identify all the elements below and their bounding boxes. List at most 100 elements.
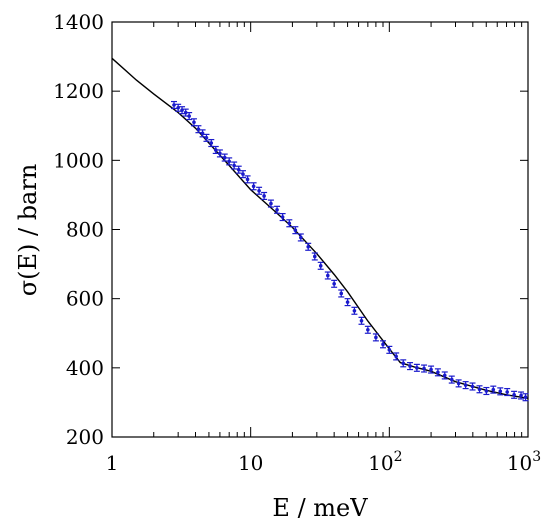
point-marker	[192, 120, 196, 125]
data-point	[358, 316, 365, 325]
data-point	[203, 133, 210, 142]
point-marker	[275, 207, 279, 212]
data-point	[256, 186, 263, 195]
data-point	[235, 165, 242, 174]
data-point	[274, 205, 281, 214]
data-point	[331, 279, 338, 288]
plot-frame	[111, 21, 529, 438]
point-marker	[280, 215, 285, 219]
data-point	[338, 289, 345, 298]
data-point	[250, 182, 257, 191]
point-marker	[306, 244, 311, 249]
point-marker	[401, 361, 406, 366]
point-marker	[187, 114, 191, 118]
data-point	[379, 340, 386, 349]
point-marker	[512, 393, 516, 397]
data-point	[476, 385, 483, 394]
data-point	[171, 100, 178, 110]
point-marker	[232, 163, 236, 168]
point-marker	[456, 381, 461, 386]
data-point	[407, 362, 414, 371]
data-point	[455, 379, 462, 388]
data-points	[171, 100, 529, 402]
data-point	[462, 381, 469, 390]
point-marker	[463, 383, 468, 387]
point-marker	[366, 327, 370, 332]
data-point	[292, 226, 299, 235]
data-point	[311, 252, 318, 261]
y-tick-label: 1200	[53, 79, 104, 103]
data-point	[279, 212, 286, 222]
point-marker	[218, 151, 222, 156]
point-marker	[299, 235, 303, 240]
y-tick-label: 400	[66, 356, 104, 380]
point-marker	[332, 281, 336, 286]
data-point	[393, 352, 400, 361]
data-point	[448, 375, 455, 384]
point-marker	[251, 184, 256, 189]
point-marker	[236, 167, 241, 172]
axis-ticks	[111, 21, 529, 438]
point-marker	[381, 342, 385, 347]
tick-labels: 200 400 600 800 1000 1200 1400 1 10 102 103	[53, 10, 541, 475]
point-marker	[196, 127, 201, 132]
x-tick-label: 102	[368, 449, 402, 475]
data-point	[221, 153, 228, 162]
point-marker	[394, 354, 398, 359]
point-marker	[415, 366, 419, 370]
data-point	[386, 345, 393, 354]
data-point	[351, 306, 358, 315]
data-point	[297, 233, 304, 242]
point-marker	[442, 373, 447, 378]
data-point	[267, 199, 274, 208]
point-marker	[204, 136, 209, 140]
data-point	[212, 145, 219, 155]
data-point	[324, 271, 331, 280]
x-tick-label: 103	[507, 449, 541, 475]
y-tick-label: 800	[66, 218, 104, 242]
point-marker	[477, 387, 482, 392]
y-axis-title: σ(E) / barn	[14, 164, 42, 297]
data-point	[434, 368, 441, 377]
point-marker	[374, 335, 378, 340]
point-marker	[209, 141, 214, 145]
data-point	[216, 149, 223, 158]
data-point	[186, 112, 193, 121]
point-marker	[227, 159, 231, 164]
x-axis-title: E / meV	[272, 494, 368, 522]
point-marker	[519, 393, 523, 398]
data-point	[239, 170, 246, 179]
point-marker	[498, 389, 503, 394]
data-point	[372, 333, 379, 342]
point-marker	[326, 273, 330, 278]
data-point	[428, 365, 435, 374]
point-marker	[213, 148, 218, 152]
point-marker	[339, 291, 344, 296]
point-marker	[422, 366, 426, 371]
data-point	[317, 261, 324, 270]
point-marker	[429, 367, 433, 372]
point-marker	[312, 254, 317, 259]
y-tick-label: 1000	[53, 148, 104, 172]
data-point	[364, 325, 371, 334]
point-marker	[269, 201, 273, 206]
data-point	[504, 387, 511, 397]
data-point	[441, 371, 448, 380]
data-point	[469, 382, 476, 391]
data-point	[421, 364, 428, 373]
point-marker	[470, 384, 475, 389]
point-marker	[505, 390, 510, 394]
point-marker	[257, 188, 261, 193]
point-marker	[293, 228, 298, 232]
data-point	[344, 298, 351, 307]
point-marker	[387, 348, 392, 352]
data-point	[518, 391, 525, 400]
data-point	[522, 393, 529, 402]
point-marker	[449, 377, 454, 382]
data-point	[226, 157, 233, 166]
x-tick-label: 1	[106, 451, 119, 475]
fit-curve	[111, 57, 529, 399]
y-tick-label: 1400	[53, 10, 104, 34]
data-point	[231, 161, 238, 170]
